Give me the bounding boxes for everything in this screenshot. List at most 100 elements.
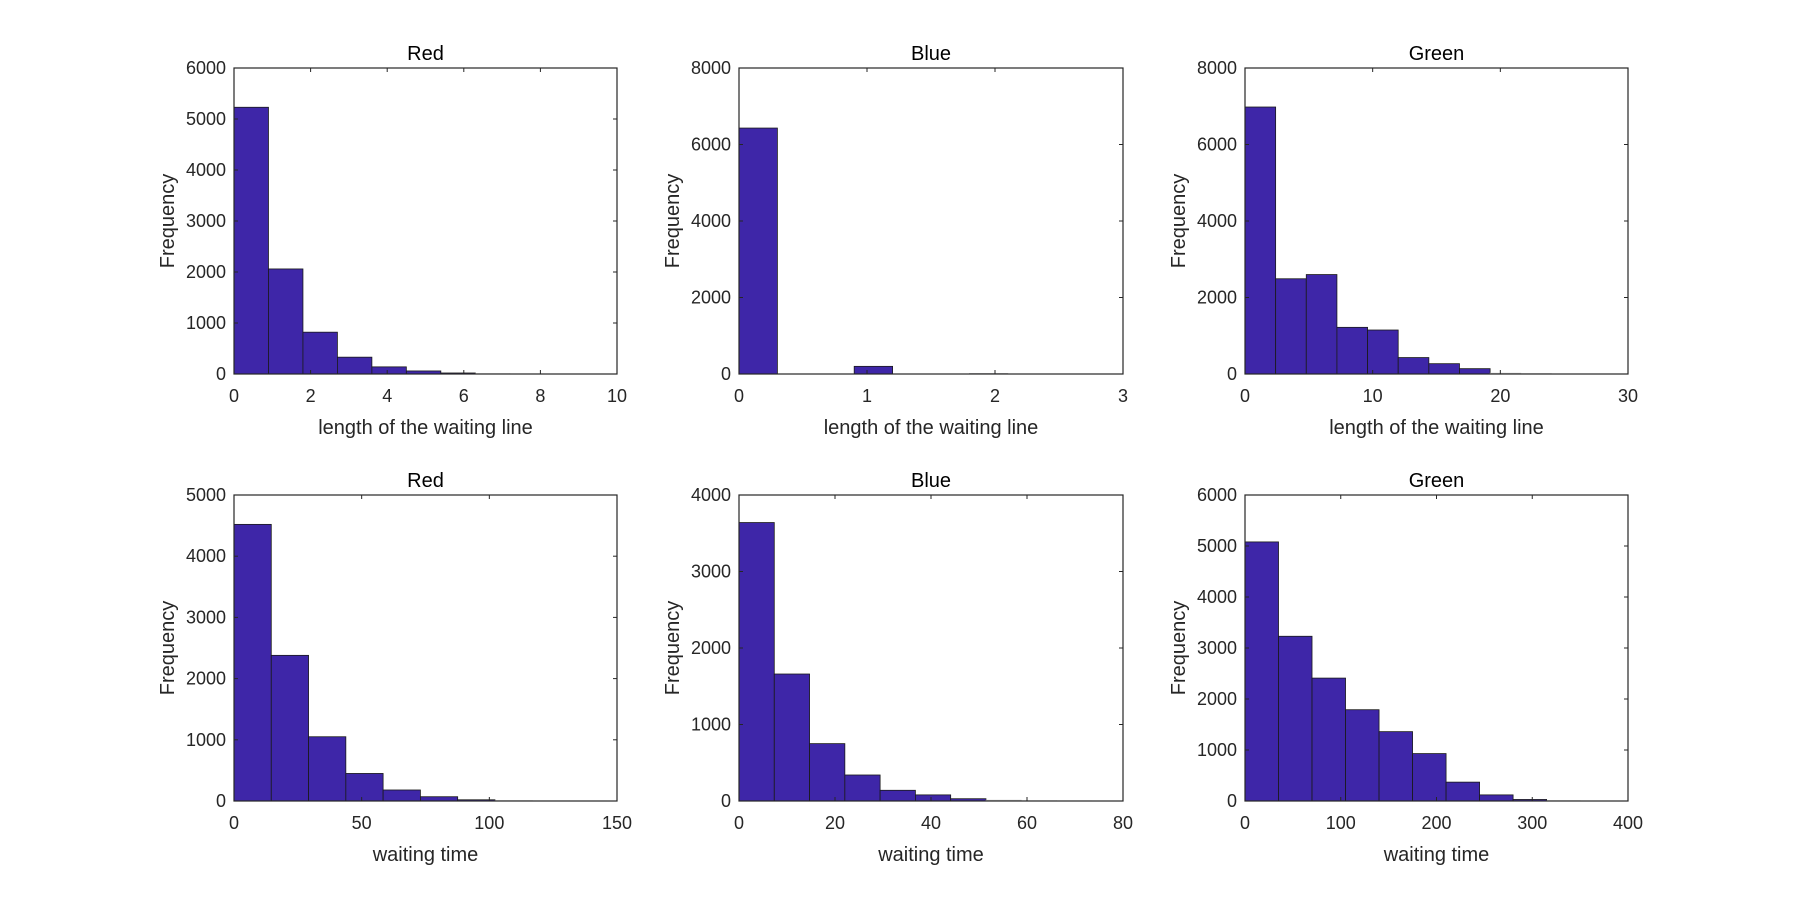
histogram-bar [1244,106,1277,375]
x-tick-label: 20 [1490,386,1510,406]
x-axis-label: waiting time [372,844,479,866]
histogram-bar [915,794,952,802]
subplot-3: 0 10 20 30 0 2000 4000 6000 8000 Green length of t… [1168,43,1638,439]
histogram-bar [738,127,778,375]
y-tick-label: 1000 [186,730,226,750]
y-tick-label: 6000 [1197,485,1237,505]
y-axis-label: Frequency [1168,174,1190,269]
x-axis-label: waiting time [1383,844,1490,866]
y-tick-label: 4000 [186,546,226,566]
histogram-bar [1345,709,1380,802]
histogram-bar [419,796,459,802]
y-tick-label: 0 [1227,791,1237,811]
subplot-title: Blue [911,43,951,65]
y-tick-label: 1000 [1197,740,1237,760]
x-tick-label: 400 [1613,813,1643,833]
y-tick-label: 6000 [691,135,731,155]
histogram-bar [345,773,384,802]
y-tick-label: 0 [1227,364,1237,384]
y-tick-label: 4000 [691,485,731,505]
histogram-bar [1244,541,1279,802]
x-tick-label: 0 [1240,813,1250,833]
x-tick-label: 300 [1517,813,1547,833]
y-tick-label: 6000 [1197,135,1237,155]
histogram-bar [738,522,775,802]
subplot-4: 0 50 100 150 0 1000 2000 3000 4000 5000 Red waiting… [157,470,632,866]
x-tick-label: 6 [459,386,469,406]
histogram-bar [268,268,304,375]
y-tick-label: 0 [721,364,731,384]
histogram-bar [879,789,916,802]
subplot-title: Green [1409,43,1465,65]
y-axis-label: Frequency [157,174,179,269]
x-tick-label: 0 [229,386,239,406]
subplot-title: Red [407,43,444,65]
y-tick-label: 2000 [1197,288,1237,308]
x-tick-label: 60 [1017,813,1037,833]
histogram-bar [308,736,347,802]
histogram-bar [382,789,421,802]
x-tick-label: 40 [921,813,941,833]
y-tick-label: 5000 [186,485,226,505]
histogram-bar [1397,357,1430,375]
x-tick-label: 0 [229,813,239,833]
x-tick-label: 10 [607,386,627,406]
y-tick-label: 1000 [691,715,731,735]
y-axis-label: Frequency [1168,601,1190,696]
histogram-bar [1336,326,1368,375]
histogram-bar [337,356,373,375]
histogram-bar [1445,781,1480,802]
x-axis-label: length of the waiting line [824,417,1039,439]
x-tick-label: 30 [1618,386,1638,406]
y-tick-label: 4000 [186,160,226,180]
histogram-bar [1367,329,1399,375]
histogram-bar [371,366,407,375]
histogram-bar [1275,278,1307,375]
y-tick-label: 1000 [186,313,226,333]
x-axis-label: length of the waiting line [318,417,533,439]
x-tick-label: 1 [862,386,872,406]
y-tick-label: 0 [216,364,226,384]
x-tick-label: 100 [1326,813,1356,833]
histogram-bar [1412,753,1447,802]
histogram-bar [1305,274,1338,375]
subplot-title: Blue [911,470,951,492]
y-axis-label: Frequency [662,601,684,696]
y-tick-label: 0 [216,791,226,811]
y-tick-label: 5000 [1197,536,1237,556]
x-tick-label: 100 [474,813,504,833]
histogram-bar [809,743,846,802]
histogram-bar [1278,635,1313,802]
y-tick-label: 4000 [1197,587,1237,607]
histogram-bar [1428,363,1460,375]
histogram-bar [853,365,894,375]
histogram-bar [233,523,272,802]
x-tick-label: 20 [825,813,845,833]
x-axis-label: waiting time [877,844,984,866]
histogram-bar [270,654,309,802]
x-tick-label: 80 [1113,813,1133,833]
subplot-6: 0 100 200 300 4000100020003000400050006000Gr… [1168,470,1643,866]
plot-area [739,68,1123,374]
x-tick-label: 10 [1363,386,1383,406]
histogram-bar [1479,794,1514,802]
subplot-title: Green [1409,470,1465,492]
y-tick-label: 3000 [186,607,226,627]
histogram-bar [1459,368,1491,375]
y-axis-label: Frequency [157,601,179,696]
subplot-title: Red [407,470,444,492]
x-tick-label: 2 [306,386,316,406]
x-axis-label: length of the waiting line [1329,417,1544,439]
y-tick-label: 0 [721,791,731,811]
histogram-bar [773,673,810,802]
x-tick-label: 150 [602,813,632,833]
x-tick-label: 0 [734,813,744,833]
y-tick-label: 3000 [186,211,226,231]
histogram-bar [1311,677,1346,802]
y-tick-label: 4000 [691,211,731,231]
subplot-5: 0 20 40 60 80 0 1000 2000 3000 4000 Blue waiting ti… [662,470,1133,866]
x-tick-label: 0 [734,386,744,406]
histogram-bar [233,106,269,375]
y-tick-label: 4000 [1197,211,1237,231]
